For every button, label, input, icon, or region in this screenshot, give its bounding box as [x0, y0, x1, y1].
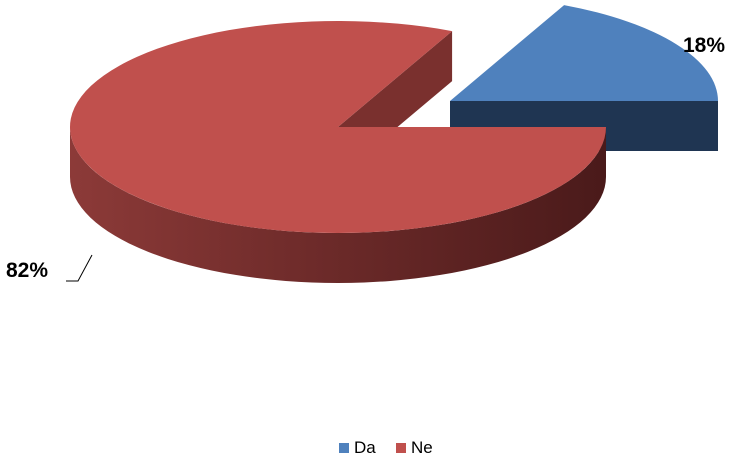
- data-label-ne: 82%: [6, 259, 48, 282]
- pie-slice-ne: [69, 21, 606, 283]
- legend-label-da: Da: [354, 438, 376, 457]
- legend: Da Ne: [339, 438, 433, 457]
- pie-side-ne: [70, 127, 606, 283]
- pie-top-ne: [69, 21, 606, 233]
- pie-slices: [69, 5, 718, 283]
- legend-swatch-da: [339, 443, 349, 453]
- data-label-da: 18%: [683, 34, 725, 57]
- legend-label-ne: Ne: [411, 438, 433, 457]
- legend-swatch-ne: [396, 443, 406, 453]
- leader-line-ne: [66, 254, 93, 282]
- pie-top-da: [450, 5, 718, 101]
